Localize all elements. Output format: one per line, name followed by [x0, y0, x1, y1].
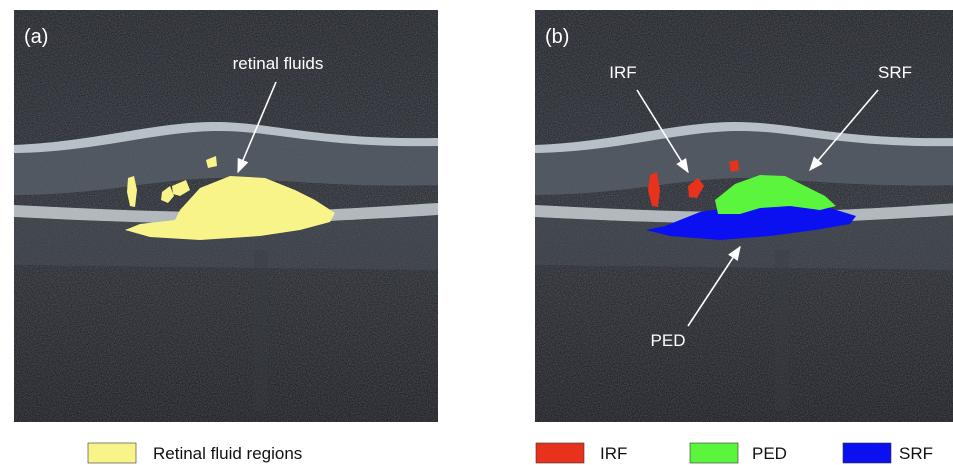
annotation: SRF — [878, 63, 912, 82]
annotation: IRF — [609, 63, 636, 82]
legend-swatch — [536, 443, 584, 463]
legend-a: Retinal fluid regions — [88, 443, 302, 463]
legend-label: Retinal fluid regions — [153, 444, 302, 463]
legend-swatch — [690, 443, 738, 463]
legend-label: IRF — [600, 444, 627, 463]
page: {"panels": [ {"label": "(a)", "annotatio… — [0, 0, 953, 465]
panel-label: (a) — [24, 26, 48, 48]
legend-swatch — [88, 443, 136, 463]
legend-swatch — [843, 443, 891, 463]
figure: (a) retinal fluids (b) IRF SRF PED Retin… — [0, 0, 953, 465]
annotation: PED — [651, 331, 686, 350]
legend-b: IRF PED SRF — [536, 443, 933, 463]
legend-label: SRF — [899, 444, 933, 463]
legend-label: PED — [752, 444, 787, 463]
panel-label: (b) — [545, 26, 569, 48]
annotation: retinal fluids — [233, 54, 324, 73]
panel-a: (a) retinal fluids — [14, 10, 438, 422]
panel-b: (b) IRF SRF PED — [535, 10, 953, 422]
